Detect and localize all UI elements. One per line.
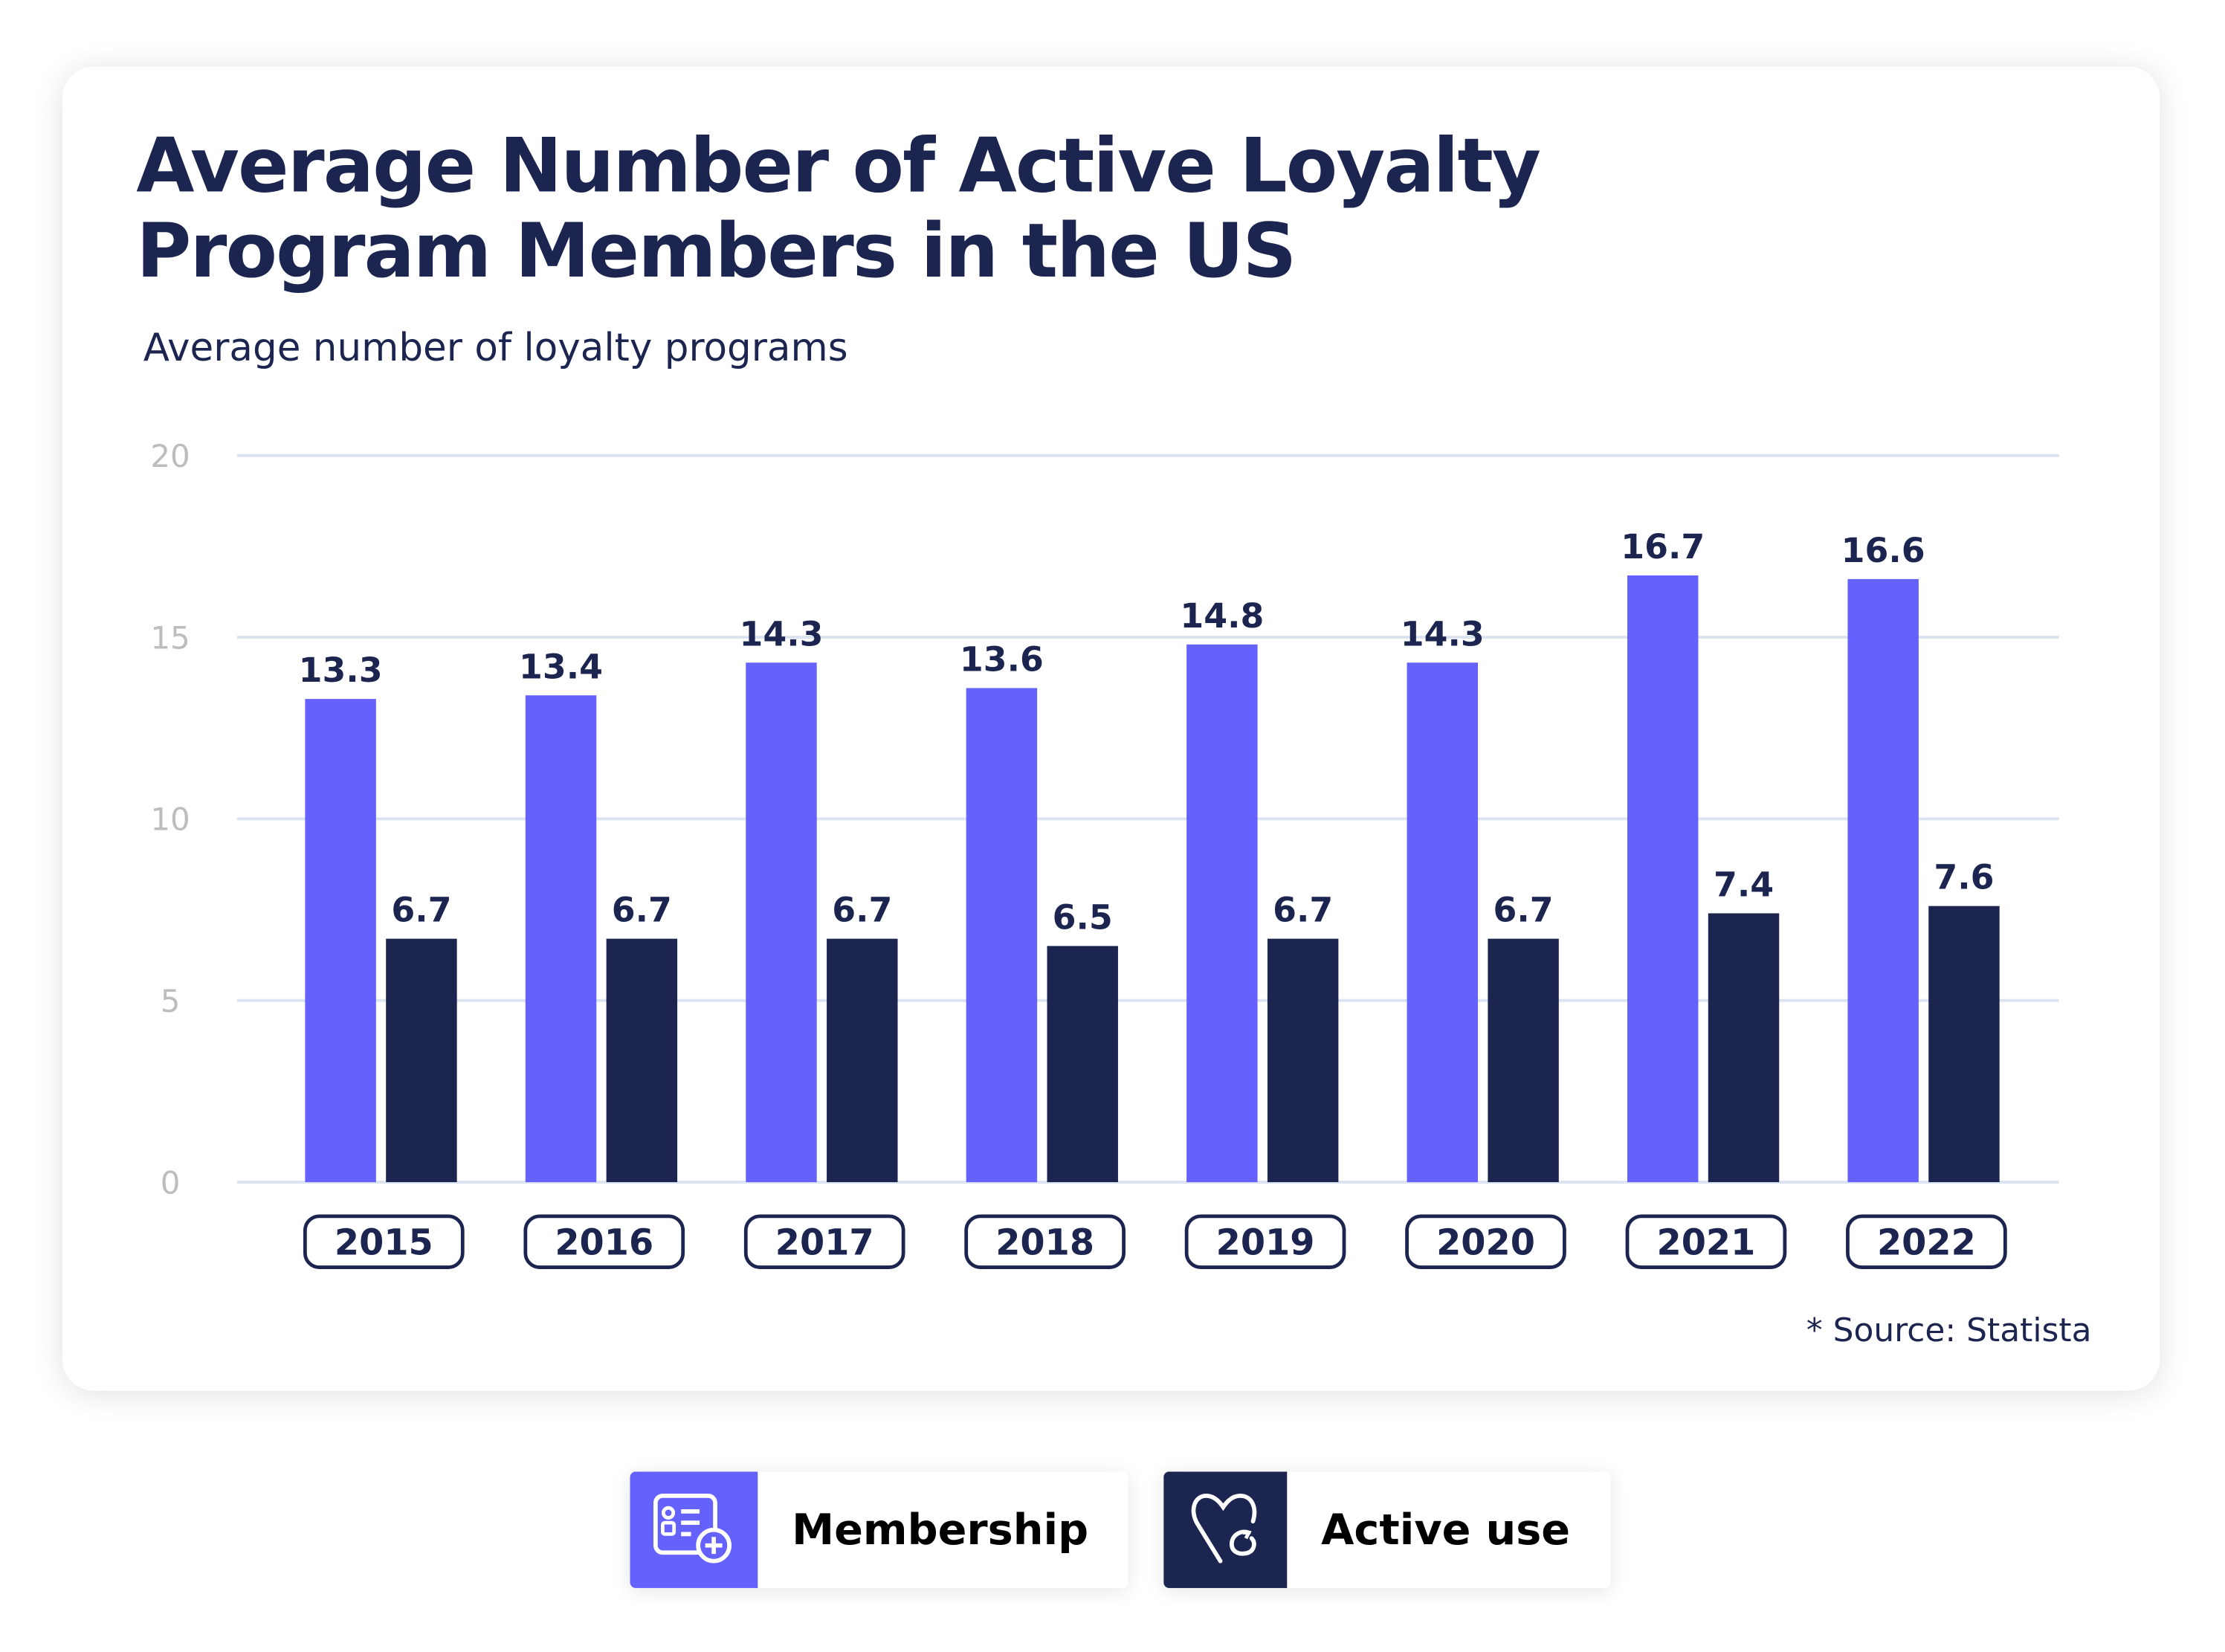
legend-membership: Membership (630, 1471, 1128, 1588)
bar-active-use-2021 (1708, 913, 1780, 1183)
bar-membership-2017 (746, 662, 817, 1183)
y-tick-label: 15 (150, 619, 190, 656)
x-tick-label: 2018 (995, 1222, 1094, 1263)
bar-membership-2015 (305, 699, 376, 1183)
bar-active-use-2020 (1488, 938, 1559, 1183)
y-tick-label: 20 (150, 438, 190, 474)
data-label: 16.7 (1621, 526, 1705, 567)
data-label: 6.5 (1053, 897, 1113, 938)
data-label: 7.6 (1934, 857, 1994, 897)
heart-refresh-icon (1163, 1471, 1288, 1588)
bar-membership-2022 (1847, 578, 1919, 1183)
data-label: 6.7 (1493, 890, 1554, 930)
x-category-pill (1184, 1214, 1346, 1269)
x-tick-label: 2020 (1436, 1222, 1535, 1263)
data-label: 6.7 (391, 890, 451, 930)
data-label: 6.7 (612, 890, 672, 930)
bar-active-use-2016 (606, 938, 678, 1183)
data-label: 6.7 (832, 890, 892, 930)
x-tick-label: 2015 (335, 1222, 433, 1263)
data-label: 13.6 (960, 639, 1044, 680)
x-category-pill (1405, 1214, 1566, 1269)
legend-active-use: Active use (1163, 1471, 1610, 1588)
bar-active-use-2018 (1047, 946, 1118, 1183)
data-label: 6.7 (1273, 890, 1333, 930)
x-tick-label: 2017 (775, 1222, 874, 1263)
bar-active-use-2017 (827, 938, 898, 1183)
x-tick-label: 2022 (1877, 1222, 1976, 1263)
data-label: 16.6 (1841, 530, 1925, 570)
title-line-1: Average Number of Active Loyalty (136, 123, 1541, 210)
legend-label: Active use (1321, 1505, 1571, 1555)
data-label: 14.8 (1180, 596, 1264, 636)
x-category-pill (523, 1214, 685, 1269)
data-label: 13.4 (519, 646, 603, 686)
legend-label: Membership (792, 1505, 1089, 1555)
bar-active-use-2022 (1928, 906, 2000, 1183)
y-tick-label: 0 (161, 1164, 181, 1201)
bar-membership-2018 (966, 688, 1038, 1183)
data-label: 7.4 (1714, 865, 1774, 905)
bar-membership-2016 (525, 695, 597, 1183)
membership-card-plus-icon (630, 1471, 758, 1588)
x-category-pill (303, 1214, 465, 1269)
chart-title: Average Number of Active Loyalty Program … (136, 123, 1541, 296)
bar-membership-2019 (1186, 644, 1258, 1183)
x-tick-label: 2016 (555, 1222, 653, 1263)
x-tick-label: 2021 (1657, 1222, 1756, 1263)
bar-membership-2021 (1627, 575, 1699, 1183)
data-label: 13.3 (299, 650, 383, 690)
bar-active-use-2019 (1267, 938, 1339, 1183)
data-label: 14.3 (739, 613, 823, 654)
data-label: 14.3 (1401, 613, 1485, 654)
x-category-pill (964, 1214, 1126, 1269)
chart-subtitle: Average number of loyalty programs (143, 326, 848, 371)
y-tick-label: 10 (150, 801, 190, 838)
x-category-pill (1846, 1214, 2007, 1269)
source-note: * Source: Statista (1806, 1312, 2092, 1350)
x-category-pill (1625, 1214, 1787, 1269)
bar-membership-2020 (1407, 662, 1479, 1183)
x-category-pill (743, 1214, 905, 1269)
y-tick-label: 5 (161, 983, 181, 1019)
x-tick-label: 2019 (1216, 1222, 1315, 1263)
bar-active-use-2015 (386, 938, 457, 1183)
title-line-2: Program Members in the US (136, 208, 1296, 296)
